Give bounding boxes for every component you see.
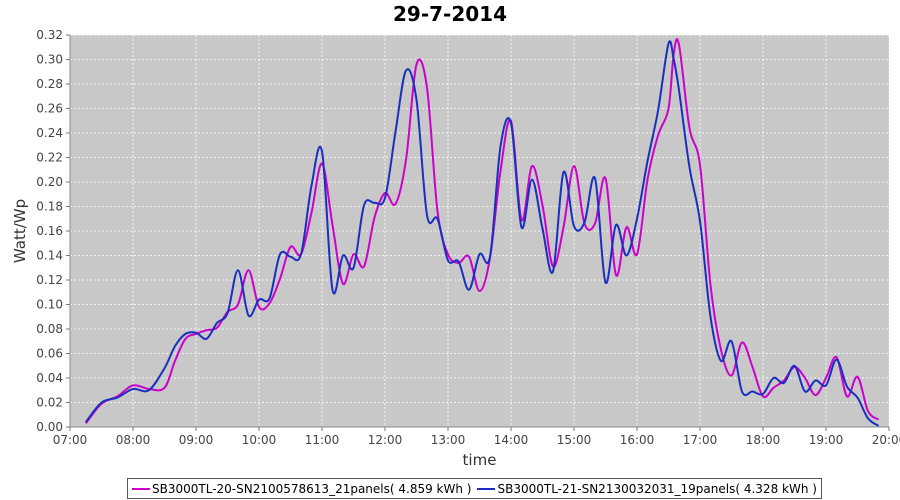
y-tick-label: 0.12	[36, 273, 63, 287]
x-tick-label: 14:00	[494, 433, 529, 447]
y-tick-label: 0.00	[36, 420, 63, 434]
y-tick-label: 0.14	[36, 249, 63, 263]
legend: SB3000TL-20-SN2100578613_21panels( 4.859…	[127, 478, 822, 499]
x-tick-label: 18:00	[746, 433, 781, 447]
x-tick-label: 15:00	[557, 433, 592, 447]
y-tick-label: 0.16	[36, 224, 63, 238]
y-tick-label: 0.28	[36, 77, 63, 91]
x-tick-label: 17:00	[683, 433, 718, 447]
y-tick-label: 0.30	[36, 53, 63, 67]
x-tick-label: 09:00	[179, 433, 214, 447]
legend-label-series-2: SB3000TL-21-SN2130032031_19panels( 4.328…	[497, 481, 817, 496]
x-tick-label: 12:00	[368, 433, 403, 447]
y-tick-label: 0.02	[36, 396, 63, 410]
y-tick-label: 0.20	[36, 175, 63, 189]
legend-swatch-series-2	[477, 487, 496, 490]
y-tick-label: 0.08	[36, 322, 63, 336]
y-tick-label: 0.22	[36, 151, 63, 165]
x-tick-label: 20:00	[872, 433, 900, 447]
x-tick-label: 19:00	[809, 433, 844, 447]
x-axis-label: time	[463, 451, 497, 469]
y-tick-label: 0.10	[36, 298, 63, 312]
y-tick-label: 0.26	[36, 102, 63, 116]
x-tick-label: 07:00	[53, 433, 88, 447]
series-line-1	[85, 38, 880, 424]
x-tick-label: 11:00	[305, 433, 340, 447]
x-tick-label: 10:00	[242, 433, 277, 447]
y-axis-label: Watt/Wp	[11, 199, 29, 263]
y-tick-label: 0.04	[36, 371, 63, 385]
legend-label-series-1: SB3000TL-20-SN2100578613_21panels( 4.859…	[152, 481, 472, 496]
y-tick-label: 0.18	[36, 200, 63, 214]
series-line-2	[85, 40, 880, 427]
legend-item-series-1: SB3000TL-20-SN2100578613_21panels( 4.859…	[132, 482, 471, 496]
legend-item-series-2: SB3000TL-21-SN2130032031_19panels( 4.328…	[477, 481, 817, 496]
x-tick-label: 16:00	[620, 433, 655, 447]
x-tick-label: 08:00	[116, 433, 151, 447]
series-layer	[85, 38, 880, 427]
legend-swatch-series-1	[132, 487, 150, 490]
x-tick-label: 13:00	[431, 433, 466, 447]
y-tick-label: 0.06	[36, 347, 63, 361]
y-tick-label: 0.24	[36, 126, 63, 140]
chart-title: 29-7-2014	[392, 2, 507, 26]
y-tick-label: 0.32	[36, 28, 63, 42]
axes: 0.00 0.02 0.04 0.06 0.08 0.10 0.12 0.14 0.16 0.18…	[36, 28, 900, 447]
